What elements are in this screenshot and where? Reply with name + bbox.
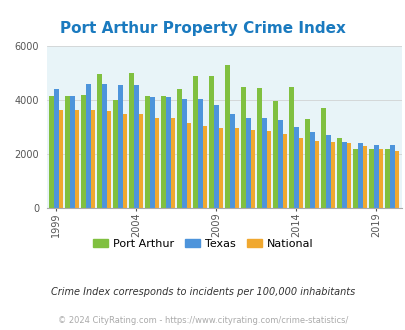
Bar [250, 130, 255, 208]
Bar [293, 127, 298, 208]
Bar [118, 85, 122, 208]
Bar [369, 148, 373, 208]
Text: Crime Index corresponds to incidents per 100,000 inhabitants: Crime Index corresponds to incidents per… [51, 287, 354, 297]
Bar [213, 106, 218, 208]
Bar [394, 151, 398, 208]
Bar [90, 110, 95, 208]
Bar [346, 143, 350, 208]
Bar [305, 119, 309, 208]
Bar [129, 73, 134, 208]
Bar [202, 126, 207, 208]
Bar [107, 111, 111, 208]
Bar [373, 145, 378, 208]
Bar [234, 128, 239, 208]
Bar [225, 65, 229, 208]
Bar [134, 85, 138, 208]
Bar [321, 108, 325, 208]
Bar [309, 132, 314, 208]
Bar [181, 99, 186, 208]
Bar [149, 97, 154, 208]
Bar [298, 138, 303, 208]
Bar [389, 145, 394, 208]
Bar [209, 76, 213, 208]
Bar [314, 141, 318, 208]
Bar [378, 148, 382, 208]
Bar [54, 89, 58, 208]
Legend: Port Arthur, Texas, National: Port Arthur, Texas, National [88, 235, 317, 253]
Bar [241, 86, 245, 208]
Bar [70, 96, 75, 208]
Bar [49, 96, 54, 208]
Bar [266, 131, 271, 208]
Bar [245, 117, 250, 208]
Bar [81, 95, 86, 208]
Bar [198, 99, 202, 208]
Bar [330, 142, 335, 208]
Bar [261, 117, 266, 208]
Bar [218, 128, 223, 208]
Bar [282, 134, 287, 208]
Bar [177, 89, 181, 208]
Bar [362, 146, 367, 208]
Bar [170, 117, 175, 208]
Text: Port Arthur Property Crime Index: Port Arthur Property Crime Index [60, 20, 345, 36]
Text: © 2024 CityRating.com - https://www.cityrating.com/crime-statistics/: © 2024 CityRating.com - https://www.city… [58, 315, 347, 325]
Bar [337, 138, 341, 208]
Bar [75, 110, 79, 208]
Bar [229, 114, 234, 208]
Bar [357, 143, 362, 208]
Bar [113, 100, 118, 208]
Bar [102, 84, 107, 208]
Bar [257, 88, 261, 208]
Bar [289, 86, 293, 208]
Bar [161, 96, 166, 208]
Bar [186, 123, 191, 208]
Bar [341, 142, 346, 208]
Bar [352, 148, 357, 208]
Bar [384, 148, 389, 208]
Bar [273, 101, 277, 208]
Bar [193, 76, 198, 208]
Bar [65, 96, 70, 208]
Bar [154, 117, 159, 208]
Bar [325, 135, 330, 208]
Bar [166, 97, 170, 208]
Bar [277, 120, 282, 208]
Bar [97, 75, 102, 208]
Bar [58, 110, 63, 208]
Bar [145, 96, 149, 208]
Bar [86, 84, 90, 208]
Bar [138, 114, 143, 208]
Bar [122, 114, 127, 208]
